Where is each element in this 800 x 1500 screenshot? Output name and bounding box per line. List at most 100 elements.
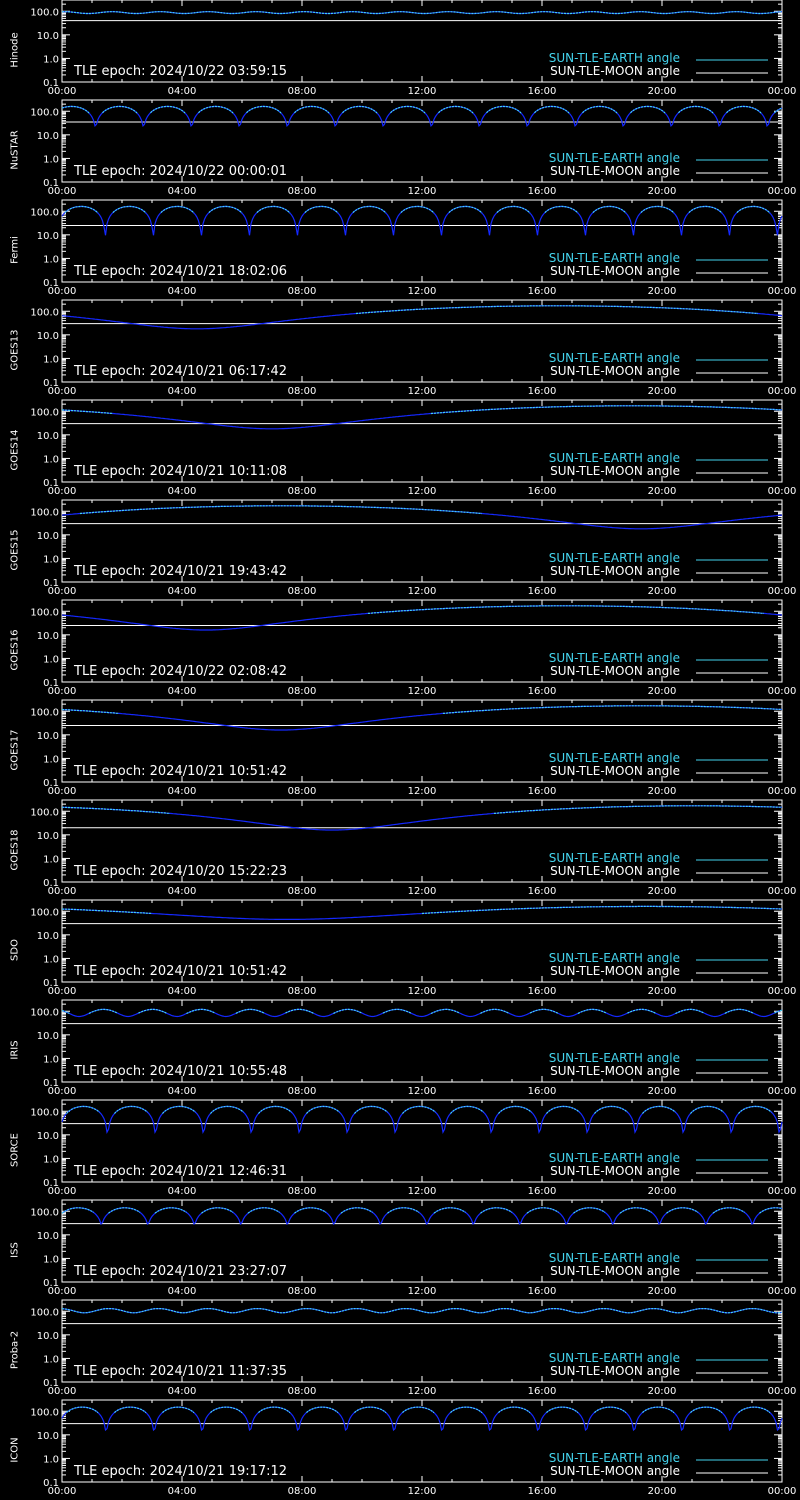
y-tick-label: 0.1: [43, 278, 59, 289]
sun-earth-series-high: [486, 105, 522, 114]
sun-earth-series-high: [186, 1008, 216, 1015]
sun-earth-series-high: [592, 205, 627, 214]
sun-earth-series-high: [496, 205, 531, 214]
plot-panel-sorce: SORCE 100.0 10.0 1.0 0.1 00:00 04:00 08:00 12:00…: [0, 1099, 800, 1200]
sun-earth-series-high: [774, 1009, 783, 1014]
sun-earth-series-high: [630, 105, 666, 114]
sun-earth-series-high: [108, 1207, 141, 1214]
sun-earth-series-high: [450, 1105, 484, 1114]
y-tick-label: 100.0: [30, 207, 59, 218]
tle-epoch-label: TLE epoch: 2024/10/21 19:43:42: [73, 564, 287, 579]
x-tick-label: 16:00: [528, 786, 557, 797]
x-tick-label: 00:00: [48, 386, 77, 397]
y-tick-label: 10.0: [37, 531, 59, 542]
tle-epoch-label: TLE epoch: 2024/10/21 10:11:08: [73, 464, 287, 479]
x-tick-label: 00:00: [48, 886, 77, 897]
sun-earth-series-high: [367, 605, 765, 614]
x-tick-label: 20:00: [648, 386, 677, 397]
sun-earth-series-high: [619, 1207, 652, 1214]
tle-epoch-label: TLE epoch: 2024/10/21 11:37:35: [73, 1364, 287, 1379]
plot-panel-icon: ICON 100.0 10.0 1.0 0.1 00:00 04:00 08:00 12:00 1…: [0, 1399, 800, 1500]
sun-earth-series-high: [258, 1406, 291, 1414]
x-tick-label: 16:00: [528, 986, 557, 997]
y-tick-label: 1.0: [43, 1454, 59, 1465]
sun-earth-series-high: [340, 1207, 373, 1214]
x-tick-label: 04:00: [168, 386, 197, 397]
x-tick-label: 20:00: [648, 486, 677, 497]
legend-earth-label: SUN-TLE-EARTH angle: [549, 51, 680, 65]
x-tick-label: 08:00: [288, 1286, 317, 1297]
x-tick-label: 08:00: [288, 1386, 317, 1397]
x-tick-label: 00:00: [768, 186, 797, 197]
legend-moon-label: SUN-TLE-MOON angle: [550, 864, 680, 878]
y-tick-label: 100.0: [30, 607, 59, 618]
x-tick-label: 00:00: [768, 1186, 797, 1197]
x-tick-label: 08:00: [288, 586, 317, 597]
sun-earth-series-high: [306, 1406, 339, 1414]
legend-moon-label: SUN-TLE-MOON angle: [550, 364, 680, 378]
sun-earth-series-high: [582, 105, 618, 114]
sun-earth-series-high: [529, 1008, 559, 1015]
y-tick-label: 1.0: [43, 54, 59, 65]
sun-earth-series-high: [304, 205, 339, 214]
x-tick-label: 16:00: [528, 586, 557, 597]
sun-earth-series-high: [526, 1207, 559, 1214]
y-tick-label: 10.0: [37, 1331, 59, 1342]
sun-earth-series-high: [433, 1207, 466, 1214]
x-tick-label: 04:00: [168, 986, 197, 997]
sun-earth-series-high: [726, 105, 762, 114]
x-tick-label: 16:00: [528, 686, 557, 697]
x-tick-label: 04:00: [168, 1386, 197, 1397]
x-tick-label: 08:00: [288, 86, 317, 97]
plot-svg: 100.010.01.00.100:00 04:00 08:00 12:00 16:00…: [30, 99, 797, 197]
x-tick-label: 20:00: [648, 86, 677, 97]
y-tick-label: 100.0: [30, 307, 59, 318]
x-tick-label: 00:00: [48, 786, 77, 797]
sun-earth-series-high: [354, 1105, 388, 1114]
plot-panel-fermi: Fermi 100.0 10.0 1.0 0.1 00:00 04:00 08:00 12:00…: [0, 199, 800, 300]
x-tick-label: 16:00: [528, 886, 557, 897]
legend-earth-label: SUN-TLE-EARTH angle: [549, 1351, 680, 1365]
x-tick-label: 12:00: [408, 586, 437, 597]
legend-moon-label: SUN-TLE-MOON angle: [550, 164, 680, 178]
plot-panel-goes15: GOES15 100.0 10.0 1.0 0.1 00:00 04:00 08:00 12:0…: [0, 499, 800, 600]
x-tick-label: 12:00: [408, 386, 437, 397]
x-tick-label: 12:00: [408, 186, 437, 197]
y-tick-label: 100.0: [30, 7, 59, 18]
sun-earth-series-high: [688, 205, 723, 214]
sun-earth-series-high: [430, 405, 782, 415]
sun-earth-series-high: [573, 1207, 606, 1214]
legend-earth-label: SUN-TLE-EARTH angle: [549, 551, 680, 565]
x-tick-label: 00:00: [768, 1286, 797, 1297]
y-tick-label: 1.0: [43, 954, 59, 965]
sun-earth-series-high: [208, 205, 243, 214]
x-tick-label: 04:00: [168, 1186, 197, 1197]
x-tick-label: 20:00: [648, 1186, 677, 1197]
legend-earth-label: SUN-TLE-EARTH angle: [549, 1051, 680, 1065]
x-tick-label: 00:00: [48, 186, 77, 197]
sun-earth-series-high: [64, 205, 99, 214]
plot-svg: 100.010.01.00.100:00 04:00 08:00 12:00 16:00…: [30, 399, 796, 497]
plot-panel-iris: IRIS 100.0 10.0 1.0 0.1 00:00 04:00 08:00 12:00 1…: [0, 999, 800, 1100]
sun-earth-series-high: [546, 1406, 579, 1414]
sun-earth-series-high: [79, 505, 483, 515]
legend-earth-label: SUN-TLE-EARTH angle: [549, 1251, 680, 1265]
tle-epoch-label: TLE epoch: 2024/10/21 10:51:42: [73, 764, 287, 779]
sun-earth-series-high: [627, 1008, 657, 1014]
sun-earth-series-high: [736, 205, 771, 214]
x-tick-label: 08:00: [288, 1086, 317, 1097]
plot-svg: 100.010.01.00.100:00 04:00 08:00 12:00 16:00…: [30, 1099, 797, 1197]
legend-earth-label: SUN-TLE-EARTH angle: [549, 251, 680, 265]
plot-svg: 100.010.01.00.100:00 04:00 08:00 12:00 16:00…: [30, 699, 796, 797]
x-tick-label: 08:00: [288, 686, 317, 697]
sun-earth-series-high: [430, 1008, 460, 1015]
x-tick-label: 00:00: [768, 1486, 797, 1497]
plot-svg: 100.010.01.00.100:00 04:00 08:00 12:00 16:00…: [30, 599, 796, 697]
sun-earth-series-high: [247, 1207, 280, 1214]
sun-earth-series-high: [738, 1406, 771, 1414]
x-tick-label: 00:00: [48, 1086, 77, 1097]
sun-earth-series-high: [61, 1009, 70, 1015]
legend-moon-label: SUN-TLE-MOON angle: [550, 764, 680, 778]
y-tick-label: 1.0: [43, 554, 59, 565]
plot-panel-iss: ISS 100.0 10.0 1.0 0.1 00:00 04:00 08:00 12:00 16…: [0, 1199, 800, 1300]
